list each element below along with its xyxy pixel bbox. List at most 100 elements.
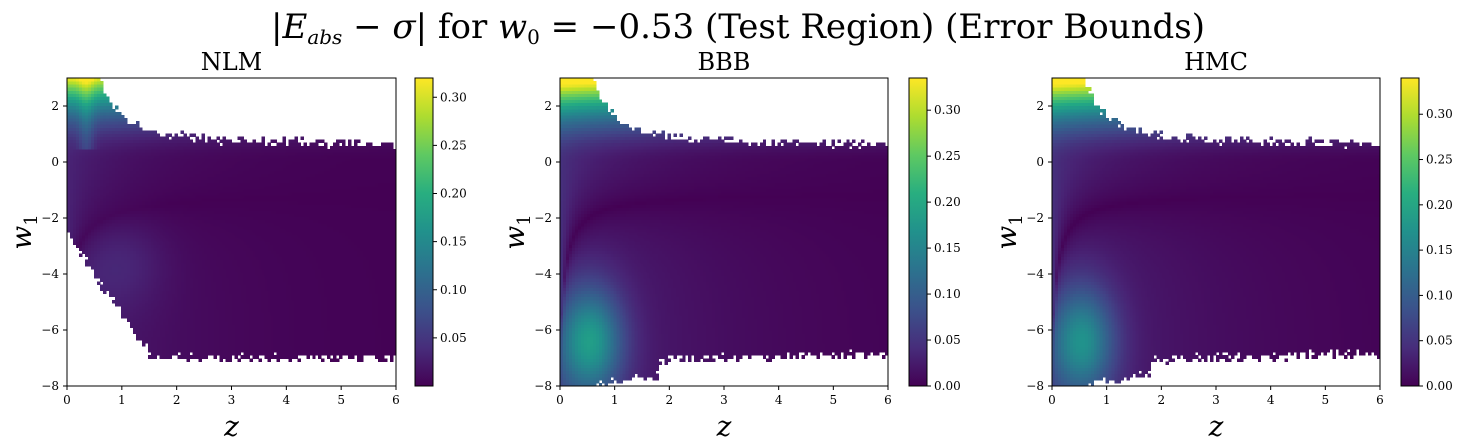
heatmap-cell	[132, 148, 137, 153]
heatmap-cell	[267, 167, 271, 171]
heatmap-cell	[228, 287, 232, 292]
heatmap-cell	[81, 195, 86, 199]
heatmap-cell	[67, 124, 71, 128]
heatmap-cell	[144, 324, 149, 328]
heatmap-cell	[180, 355, 185, 359]
heatmap-cell	[216, 333, 221, 338]
heatmap-cell	[147, 176, 152, 181]
heatmap-cell	[204, 256, 209, 261]
heatmap-cell	[216, 339, 221, 344]
heatmap-cell	[234, 333, 238, 338]
heatmap-cell	[279, 238, 283, 242]
heatmap-cell	[147, 155, 152, 159]
heatmap-cell	[243, 148, 247, 153]
heatmap-cell	[234, 309, 238, 313]
heatmap-cell	[120, 161, 125, 165]
heatmap-cell	[189, 275, 194, 279]
heatmap-cell	[192, 216, 197, 221]
heatmap-cell	[180, 139, 185, 144]
heatmap-cell	[279, 155, 283, 159]
heatmap-cell	[204, 188, 209, 193]
heatmap-cell	[108, 176, 113, 181]
heatmap-cell	[177, 290, 182, 295]
heatmap-cell	[252, 275, 256, 279]
heatmap-cell	[153, 148, 158, 153]
heatmap-cell	[90, 235, 95, 239]
heatmap-cell	[153, 219, 158, 224]
heatmap-cell	[78, 130, 83, 134]
heatmap-cell	[93, 164, 98, 168]
heatmap-cell	[258, 333, 262, 338]
heatmap-cell	[213, 296, 218, 301]
heatmap-cell	[168, 265, 173, 270]
heatmap-cell	[171, 195, 176, 199]
heatmap-cell	[246, 349, 250, 353]
heatmap-cell	[273, 265, 277, 270]
heatmap-cell	[102, 136, 107, 141]
heatmap-cell	[231, 179, 235, 184]
heatmap-cell	[78, 121, 83, 125]
heatmap-cell	[78, 176, 83, 181]
heatmap-cell	[264, 250, 268, 255]
heatmap-cell	[132, 161, 137, 165]
heatmap-cell	[264, 201, 268, 205]
heatmap-cell	[138, 284, 143, 288]
heatmap-cell	[120, 219, 125, 224]
heatmap-cell	[216, 201, 221, 205]
heatmap-cell	[213, 244, 218, 248]
heatmap-cell	[183, 188, 188, 193]
heatmap-cell	[150, 136, 155, 141]
heatmap-cell	[213, 247, 218, 251]
heatmap-cell	[114, 121, 119, 125]
heatmap-cell	[198, 247, 203, 251]
heatmap-cell	[87, 191, 92, 196]
heatmap-cell	[219, 355, 224, 359]
heatmap-cell	[174, 256, 179, 261]
heatmap-cell	[153, 259, 158, 264]
heatmap-cell	[267, 355, 271, 359]
heatmap-cell	[111, 133, 116, 138]
heatmap-cell	[276, 244, 280, 248]
heatmap-cell	[102, 173, 107, 178]
heatmap-cell	[183, 333, 188, 338]
heatmap-cell	[201, 327, 206, 332]
heatmap-cell	[183, 312, 188, 316]
heatmap-cell	[192, 182, 197, 187]
heatmap-cell	[207, 299, 212, 304]
heatmap-cell	[135, 333, 140, 338]
heatmap-cell	[213, 225, 218, 230]
heatmap-cell	[81, 235, 86, 239]
heatmap-cell	[162, 293, 167, 298]
heatmap-cell	[132, 299, 137, 304]
heatmap-cell	[207, 265, 212, 270]
heatmap-cell	[120, 136, 125, 141]
heatmap-cell	[258, 198, 262, 202]
heatmap-cell	[231, 216, 235, 221]
heatmap-cell	[261, 164, 265, 168]
heatmap-cell	[270, 151, 274, 156]
heatmap-cell	[132, 262, 137, 267]
heatmap-cell	[234, 284, 238, 288]
heatmap-cell	[231, 161, 235, 165]
heatmap-cell	[156, 173, 161, 178]
heatmap-cell	[99, 93, 104, 97]
heatmap-cell	[165, 161, 170, 165]
heatmap-cell	[120, 207, 125, 211]
heatmap-cell	[144, 151, 149, 156]
heatmap-cell	[213, 164, 218, 168]
heatmap-cell	[165, 324, 170, 328]
heatmap-cell	[102, 213, 107, 218]
heatmap-cell	[252, 309, 256, 313]
heatmap-cell	[195, 176, 200, 181]
heatmap-cell	[117, 259, 122, 264]
heatmap-cell	[246, 216, 250, 221]
heatmap-cell	[282, 275, 286, 279]
heatmap-cell	[153, 228, 158, 233]
heatmap-cell	[264, 210, 268, 215]
heatmap-cell	[159, 201, 164, 205]
heatmap-cell	[102, 216, 107, 221]
heatmap-cell	[138, 161, 143, 165]
heatmap-cell	[117, 299, 122, 304]
heatmap-cell	[123, 256, 128, 261]
heatmap-cell	[264, 173, 268, 178]
